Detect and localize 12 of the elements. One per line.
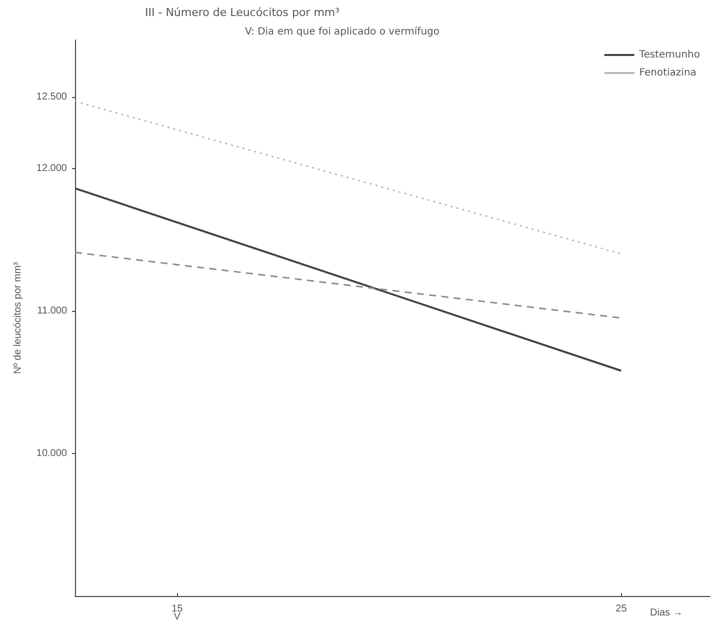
legend-label: Fenotiazina (639, 68, 696, 78)
legend-label: Testemunho (638, 50, 700, 60)
y-axis-title: Nº de leucócitos por mm³ (12, 261, 24, 374)
y-tick-label: 12.500 (36, 92, 68, 103)
y-tick-label: 10.000 (36, 448, 68, 459)
chart-title: III - Número de Leucócitos por mm³ (145, 6, 340, 19)
y-tick-label: 11.000 (37, 305, 68, 316)
chart-subtitle: V: Dia em que foi aplicado o vermífugo (245, 26, 440, 38)
text: V (174, 612, 181, 622)
x-axis-title: Dias → (650, 608, 683, 618)
y-tick-label: 12.000 (36, 162, 68, 174)
x-tick-label: 25 (616, 604, 628, 614)
